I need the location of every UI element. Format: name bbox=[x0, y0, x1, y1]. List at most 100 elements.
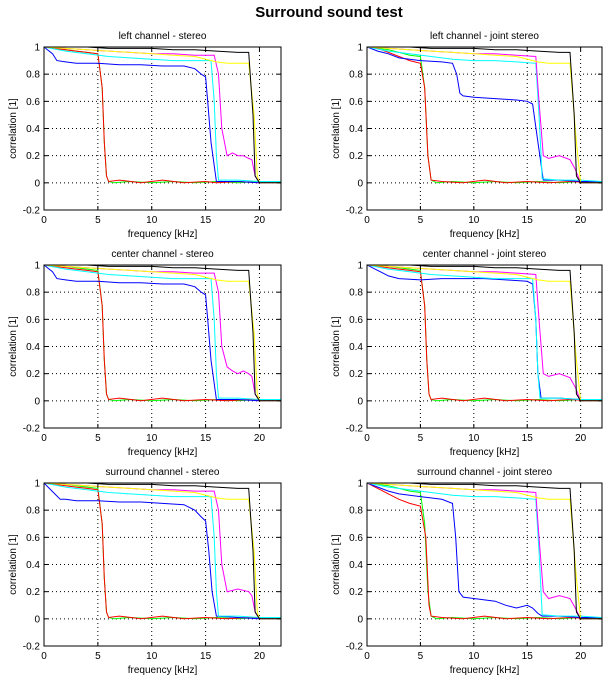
x-tick-label: 15 bbox=[200, 433, 212, 444]
x-axis-label: frequency [kHz] bbox=[128, 229, 198, 240]
y-tick-label: -0.2 bbox=[346, 424, 364, 435]
x-axis-label: frequency [kHz] bbox=[450, 229, 520, 240]
y-tick-label: 1 bbox=[34, 479, 40, 490]
y-tick-label: 0.6 bbox=[349, 315, 363, 326]
series-line-3 bbox=[44, 265, 281, 402]
plot-area bbox=[44, 47, 281, 210]
figure-title: Surround sound test bbox=[255, 4, 403, 21]
y-tick-label: 0 bbox=[34, 396, 40, 407]
series-line-4 bbox=[44, 265, 281, 400]
subplot-title: center channel - stereo bbox=[111, 249, 214, 260]
y-tick-label: 0 bbox=[357, 178, 363, 189]
x-axis-label: frequency [kHz] bbox=[450, 447, 520, 458]
plot-area bbox=[367, 47, 602, 210]
series-line-2 bbox=[44, 483, 281, 620]
y-tick-label: 0.2 bbox=[349, 587, 363, 598]
y-tick-label: -0.2 bbox=[346, 642, 364, 653]
y-axis-label: correlation [1] bbox=[331, 316, 342, 377]
x-tick-label: 15 bbox=[522, 433, 534, 444]
y-tick-label: 0 bbox=[34, 178, 40, 189]
y-tick-label: 0.8 bbox=[349, 506, 363, 517]
y-axis-label: correlation [1] bbox=[8, 98, 19, 159]
x-tick-label: 5 bbox=[95, 433, 101, 444]
x-tick-label: 20 bbox=[254, 433, 266, 444]
y-tick-label: -0.2 bbox=[23, 642, 41, 653]
series-line-2 bbox=[367, 265, 602, 402]
y-tick-label: -0.2 bbox=[346, 206, 364, 217]
y-tick-label: 0.4 bbox=[349, 560, 363, 571]
y-tick-label: 0.8 bbox=[26, 70, 40, 81]
x-tick-label: 5 bbox=[95, 651, 101, 662]
y-tick-label: 0 bbox=[34, 614, 40, 625]
y-tick-label: 0.4 bbox=[26, 124, 40, 135]
y-tick-label: 0.8 bbox=[26, 506, 40, 517]
y-tick-label: 0.4 bbox=[26, 560, 40, 571]
x-tick-label: 15 bbox=[200, 651, 212, 662]
x-tick-label: 15 bbox=[522, 651, 534, 662]
series-line-4 bbox=[367, 47, 602, 182]
subplot-title: surround channel - joint stereo bbox=[417, 467, 553, 478]
series-line-4 bbox=[44, 483, 281, 618]
x-tick-label: 20 bbox=[254, 651, 266, 662]
x-tick-label: 0 bbox=[364, 215, 370, 226]
series-line-4 bbox=[367, 265, 602, 400]
y-axis-label: correlation [1] bbox=[331, 534, 342, 595]
x-tick-label: 0 bbox=[41, 433, 47, 444]
y-tick-label: 0 bbox=[357, 396, 363, 407]
x-tick-label: 10 bbox=[146, 651, 158, 662]
subplot-title: surround channel - stereo bbox=[106, 467, 220, 478]
y-tick-label: 0.6 bbox=[349, 97, 363, 108]
x-tick-label: 10 bbox=[468, 215, 480, 226]
x-tick-label: 5 bbox=[418, 215, 424, 226]
x-tick-label: 10 bbox=[146, 215, 158, 226]
plot-area bbox=[44, 483, 281, 646]
y-tick-label: 0.8 bbox=[26, 288, 40, 299]
x-axis-label: frequency [kHz] bbox=[128, 447, 198, 458]
series-line-2 bbox=[367, 483, 602, 620]
subplot-title: left channel - stereo bbox=[119, 31, 207, 42]
x-tick-label: 15 bbox=[522, 215, 534, 226]
x-tick-label: 20 bbox=[575, 651, 587, 662]
plot-area bbox=[367, 265, 602, 428]
x-tick-label: 0 bbox=[364, 433, 370, 444]
y-tick-label: 1 bbox=[357, 261, 363, 272]
y-tick-label: 0.2 bbox=[26, 151, 40, 162]
x-tick-label: 5 bbox=[418, 433, 424, 444]
y-tick-label: 0.8 bbox=[349, 70, 363, 81]
y-tick-label: 0.2 bbox=[349, 369, 363, 380]
y-tick-label: 0.4 bbox=[26, 342, 40, 353]
y-tick-label: 0.8 bbox=[349, 288, 363, 299]
y-tick-label: 0.6 bbox=[26, 533, 40, 544]
y-axis-label: correlation [1] bbox=[8, 534, 19, 595]
x-tick-label: 20 bbox=[575, 215, 587, 226]
y-axis-label: correlation [1] bbox=[331, 98, 342, 159]
series-line-3 bbox=[44, 47, 281, 184]
plot-area bbox=[44, 265, 281, 428]
x-axis-label: frequency [kHz] bbox=[450, 665, 520, 676]
y-tick-label: 1 bbox=[34, 261, 40, 272]
series-line-2 bbox=[44, 47, 281, 184]
y-tick-label: 0.2 bbox=[26, 369, 40, 380]
x-tick-label: 5 bbox=[418, 651, 424, 662]
x-tick-label: 15 bbox=[200, 215, 212, 226]
x-tick-label: 5 bbox=[95, 215, 101, 226]
y-tick-label: 0.6 bbox=[26, 315, 40, 326]
y-tick-label: 0.6 bbox=[26, 97, 40, 108]
x-tick-label: 0 bbox=[41, 651, 47, 662]
y-tick-label: -0.2 bbox=[23, 206, 41, 217]
x-tick-label: 20 bbox=[575, 433, 587, 444]
y-tick-label: 1 bbox=[34, 43, 40, 54]
plot-area bbox=[367, 483, 602, 646]
x-tick-label: 20 bbox=[254, 215, 266, 226]
y-tick-label: 0.2 bbox=[349, 151, 363, 162]
y-tick-label: 1 bbox=[357, 43, 363, 54]
subplot-title: left channel - joint stereo bbox=[430, 31, 539, 42]
y-axis-label: correlation [1] bbox=[8, 316, 19, 377]
